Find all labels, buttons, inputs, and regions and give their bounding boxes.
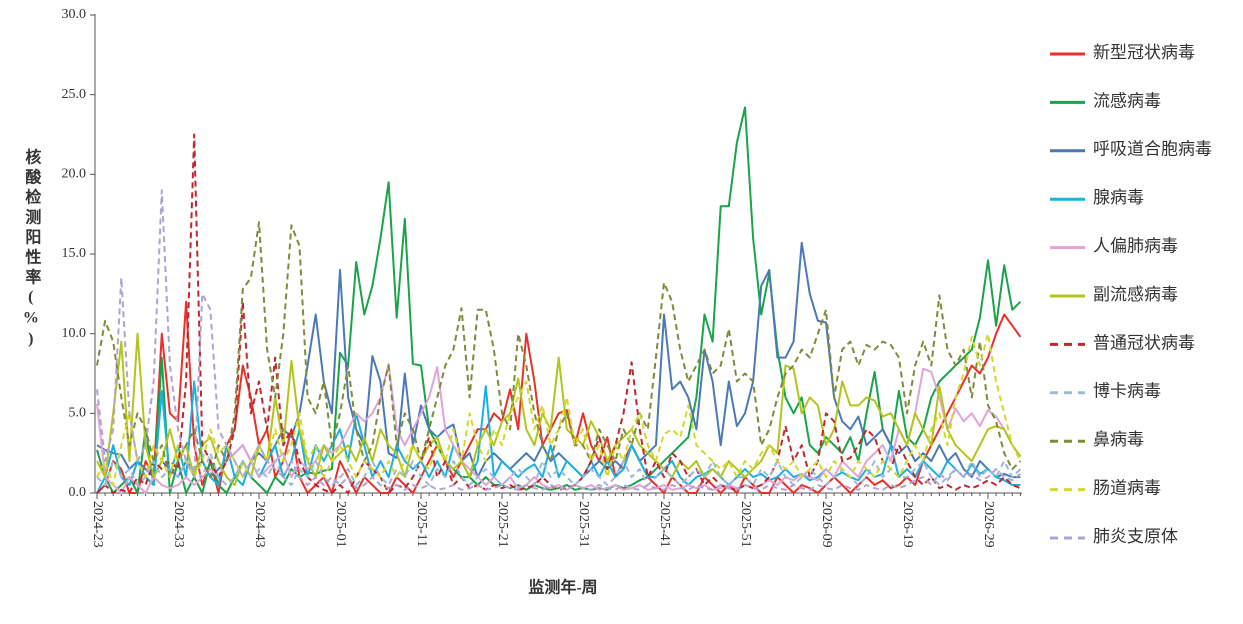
x-axis-title: 监测年-周 [528,578,597,597]
x-tick-label: 2025-51 [738,501,753,548]
y-axis-title: 核酸检测阳性率(%) [22,148,41,352]
legend-label: 肠道病毒 [1093,479,1161,498]
legend-label: 呼吸道合胞病毒 [1093,140,1212,159]
x-tick-label: 2026-09 [819,501,834,548]
series-line [96,452,1022,486]
x-tick-label: 2025-11 [414,501,429,547]
x-tick-label: 2025-01 [333,501,348,548]
legend-label: 肺炎支原体 [1093,527,1178,546]
x-tick-label: 2026-29 [981,501,996,548]
y-tick-label: 5.0 [69,406,87,421]
legend-label: 博卡病毒 [1093,382,1161,401]
x-tick-label: 2025-31 [576,501,591,548]
legend-label: 新型冠状病毒 [1093,43,1195,62]
legend-label: 流感病毒 [1093,91,1161,110]
y-tick-label: 10.0 [62,326,87,341]
legend-label: 人偏肺病毒 [1093,237,1178,256]
y-tick-label: 15.0 [62,246,87,261]
y-tick-label: 0.0 [69,485,87,500]
series-line [96,106,1022,494]
series-line [96,332,1022,486]
y-tick-label: 25.0 [62,87,87,102]
legend-label: 腺病毒 [1093,188,1144,207]
x-tick-label: 2025-21 [495,501,510,548]
x-tick-label: 2024-33 [171,501,186,548]
y-tick-label: 30.0 [62,7,87,22]
y-tick-label: 20.0 [62,167,87,182]
legend-label: 普通冠状病毒 [1093,333,1195,352]
legend-label: 鼻病毒 [1093,430,1144,449]
x-tick-label: 2025-41 [657,501,672,548]
x-tick-label: 2026-19 [900,501,915,548]
legend-label: 副流感病毒 [1093,285,1178,304]
series-line [96,221,1022,479]
series-line [96,300,1022,494]
series-line [96,189,1022,491]
series-line [96,133,1021,494]
x-tick-label: 2024-23 [90,501,105,548]
x-tick-label: 2024-43 [252,501,267,548]
